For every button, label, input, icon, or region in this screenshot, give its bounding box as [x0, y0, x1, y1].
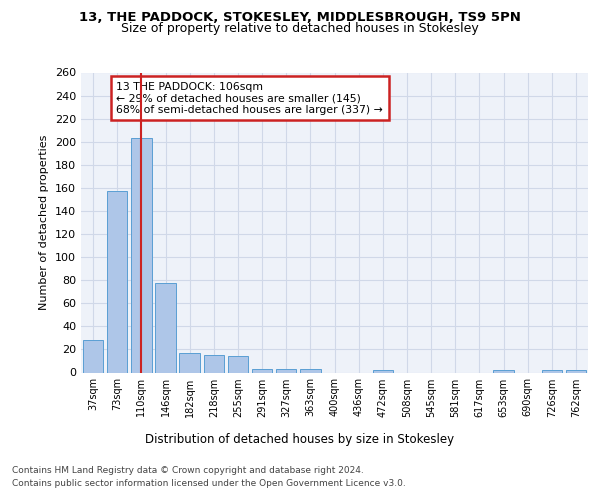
Bar: [155, 282, 176, 372]
Text: Size of property relative to detached houses in Stokesley: Size of property relative to detached ho…: [121, 22, 479, 35]
Bar: [276, 369, 296, 372]
Bar: [227, 356, 248, 372]
Bar: [373, 370, 393, 372]
Bar: [300, 369, 320, 372]
Text: 13 THE PADDOCK: 106sqm
← 29% of detached houses are smaller (145)
68% of semi-de: 13 THE PADDOCK: 106sqm ← 29% of detached…: [116, 82, 383, 114]
Bar: [493, 370, 514, 372]
Bar: [83, 340, 103, 372]
Text: Contains public sector information licensed under the Open Government Licence v3: Contains public sector information licen…: [12, 479, 406, 488]
Bar: [252, 369, 272, 372]
Bar: [131, 138, 152, 372]
Bar: [203, 355, 224, 372]
Text: Distribution of detached houses by size in Stokesley: Distribution of detached houses by size …: [145, 432, 455, 446]
Text: Contains HM Land Registry data © Crown copyright and database right 2024.: Contains HM Land Registry data © Crown c…: [12, 466, 364, 475]
Y-axis label: Number of detached properties: Number of detached properties: [40, 135, 49, 310]
Bar: [107, 192, 127, 372]
Bar: [179, 353, 200, 372]
Bar: [566, 370, 586, 372]
Text: 13, THE PADDOCK, STOKESLEY, MIDDLESBROUGH, TS9 5PN: 13, THE PADDOCK, STOKESLEY, MIDDLESBROUG…: [79, 11, 521, 24]
Bar: [542, 370, 562, 372]
